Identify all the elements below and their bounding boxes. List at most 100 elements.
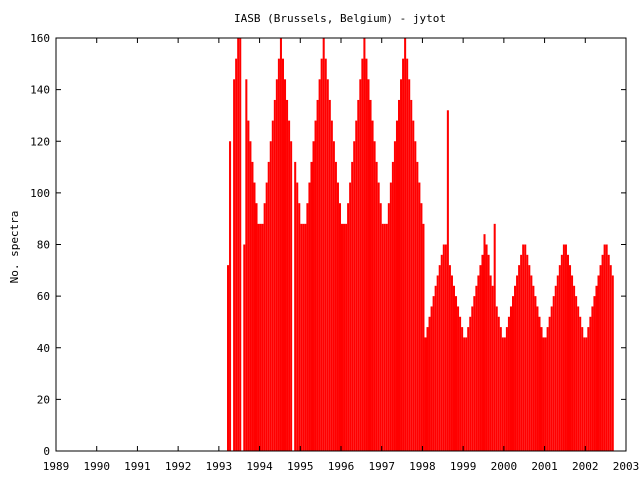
y-tick-label: 160: [30, 32, 50, 45]
bar: [314, 120, 317, 451]
bar: [428, 316, 431, 451]
bar: [375, 161, 378, 451]
bar: [229, 141, 232, 451]
bar: [275, 79, 278, 452]
bar: [583, 337, 586, 451]
bar: [473, 296, 476, 451]
bar: [524, 244, 527, 451]
bar: [530, 275, 533, 451]
bar: [253, 182, 256, 452]
bar: [288, 120, 291, 451]
bar: [560, 254, 563, 451]
bar: [461, 327, 464, 451]
bar: [571, 275, 574, 451]
bar: [434, 285, 437, 451]
bar: [544, 337, 547, 451]
bar: [402, 58, 405, 452]
bar: [326, 79, 329, 452]
bar: [589, 316, 592, 451]
bar: [493, 223, 496, 451]
bar: [455, 296, 458, 451]
bar: [540, 327, 543, 451]
bar: [383, 223, 386, 451]
x-tick-label: 1989: [43, 460, 70, 473]
bar: [552, 296, 555, 451]
bar: [385, 223, 388, 451]
bar: [330, 120, 333, 451]
bar: [369, 99, 372, 451]
chart-title: IASB (Brussels, Belgium) - jytot: [234, 12, 446, 25]
bar: [328, 99, 331, 451]
bar: [398, 99, 401, 451]
bar: [296, 182, 299, 452]
bar: [471, 306, 474, 451]
bar: [284, 79, 287, 452]
bar: [479, 265, 482, 451]
bar: [347, 203, 350, 451]
bar: [536, 306, 539, 451]
y-axis-label: No. spectra: [8, 211, 21, 284]
x-tick-label: 1995: [287, 460, 314, 473]
bar: [487, 254, 490, 451]
bar: [259, 223, 262, 451]
bar: [357, 99, 360, 451]
y-tick-label: 80: [37, 239, 50, 252]
bar: [507, 316, 510, 451]
bar: [363, 38, 366, 451]
bar: [501, 337, 504, 451]
y-tick-label: 120: [30, 135, 50, 148]
bar: [257, 223, 260, 451]
bar: [412, 120, 415, 451]
x-tick-label: 2002: [572, 460, 599, 473]
bar: [312, 141, 315, 451]
bar: [239, 38, 242, 451]
bar: [593, 296, 596, 451]
bar: [605, 244, 608, 451]
bar: [597, 275, 600, 451]
bar: [577, 306, 580, 451]
bar: [440, 254, 443, 451]
bar: [450, 275, 453, 451]
bar: [554, 285, 557, 451]
bar: [245, 79, 248, 452]
bar: [308, 182, 311, 452]
bar: [489, 275, 492, 451]
bar: [251, 161, 254, 451]
bar: [457, 306, 460, 451]
bar: [534, 296, 537, 451]
x-tick-label: 1990: [83, 460, 110, 473]
bar: [243, 244, 246, 451]
bar: [469, 316, 472, 451]
bar: [265, 182, 268, 452]
bar: [247, 120, 250, 451]
bar: [304, 223, 307, 451]
bar: [436, 275, 439, 451]
bar: [581, 327, 584, 451]
bar: [459, 316, 462, 451]
x-tick-label: 1997: [368, 460, 395, 473]
bar: [532, 285, 535, 451]
bar: [332, 141, 335, 451]
x-tick-label: 1993: [206, 460, 233, 473]
bars: [227, 38, 614, 452]
bar: [509, 306, 512, 451]
bar: [324, 58, 327, 452]
bar: [611, 275, 614, 451]
bar: [601, 254, 604, 451]
bar: [526, 254, 529, 451]
bar: [249, 141, 252, 451]
bar: [550, 306, 553, 451]
bar: [336, 182, 339, 452]
y-tick-label: 20: [37, 393, 50, 406]
bar: [320, 58, 323, 452]
bar: [353, 141, 356, 451]
bar: [599, 265, 602, 451]
bar: [444, 244, 447, 451]
bar: [595, 285, 598, 451]
bar: [569, 265, 572, 451]
bar: [426, 327, 429, 451]
bar: [542, 337, 545, 451]
bar: [465, 337, 468, 451]
bar: [512, 296, 515, 451]
